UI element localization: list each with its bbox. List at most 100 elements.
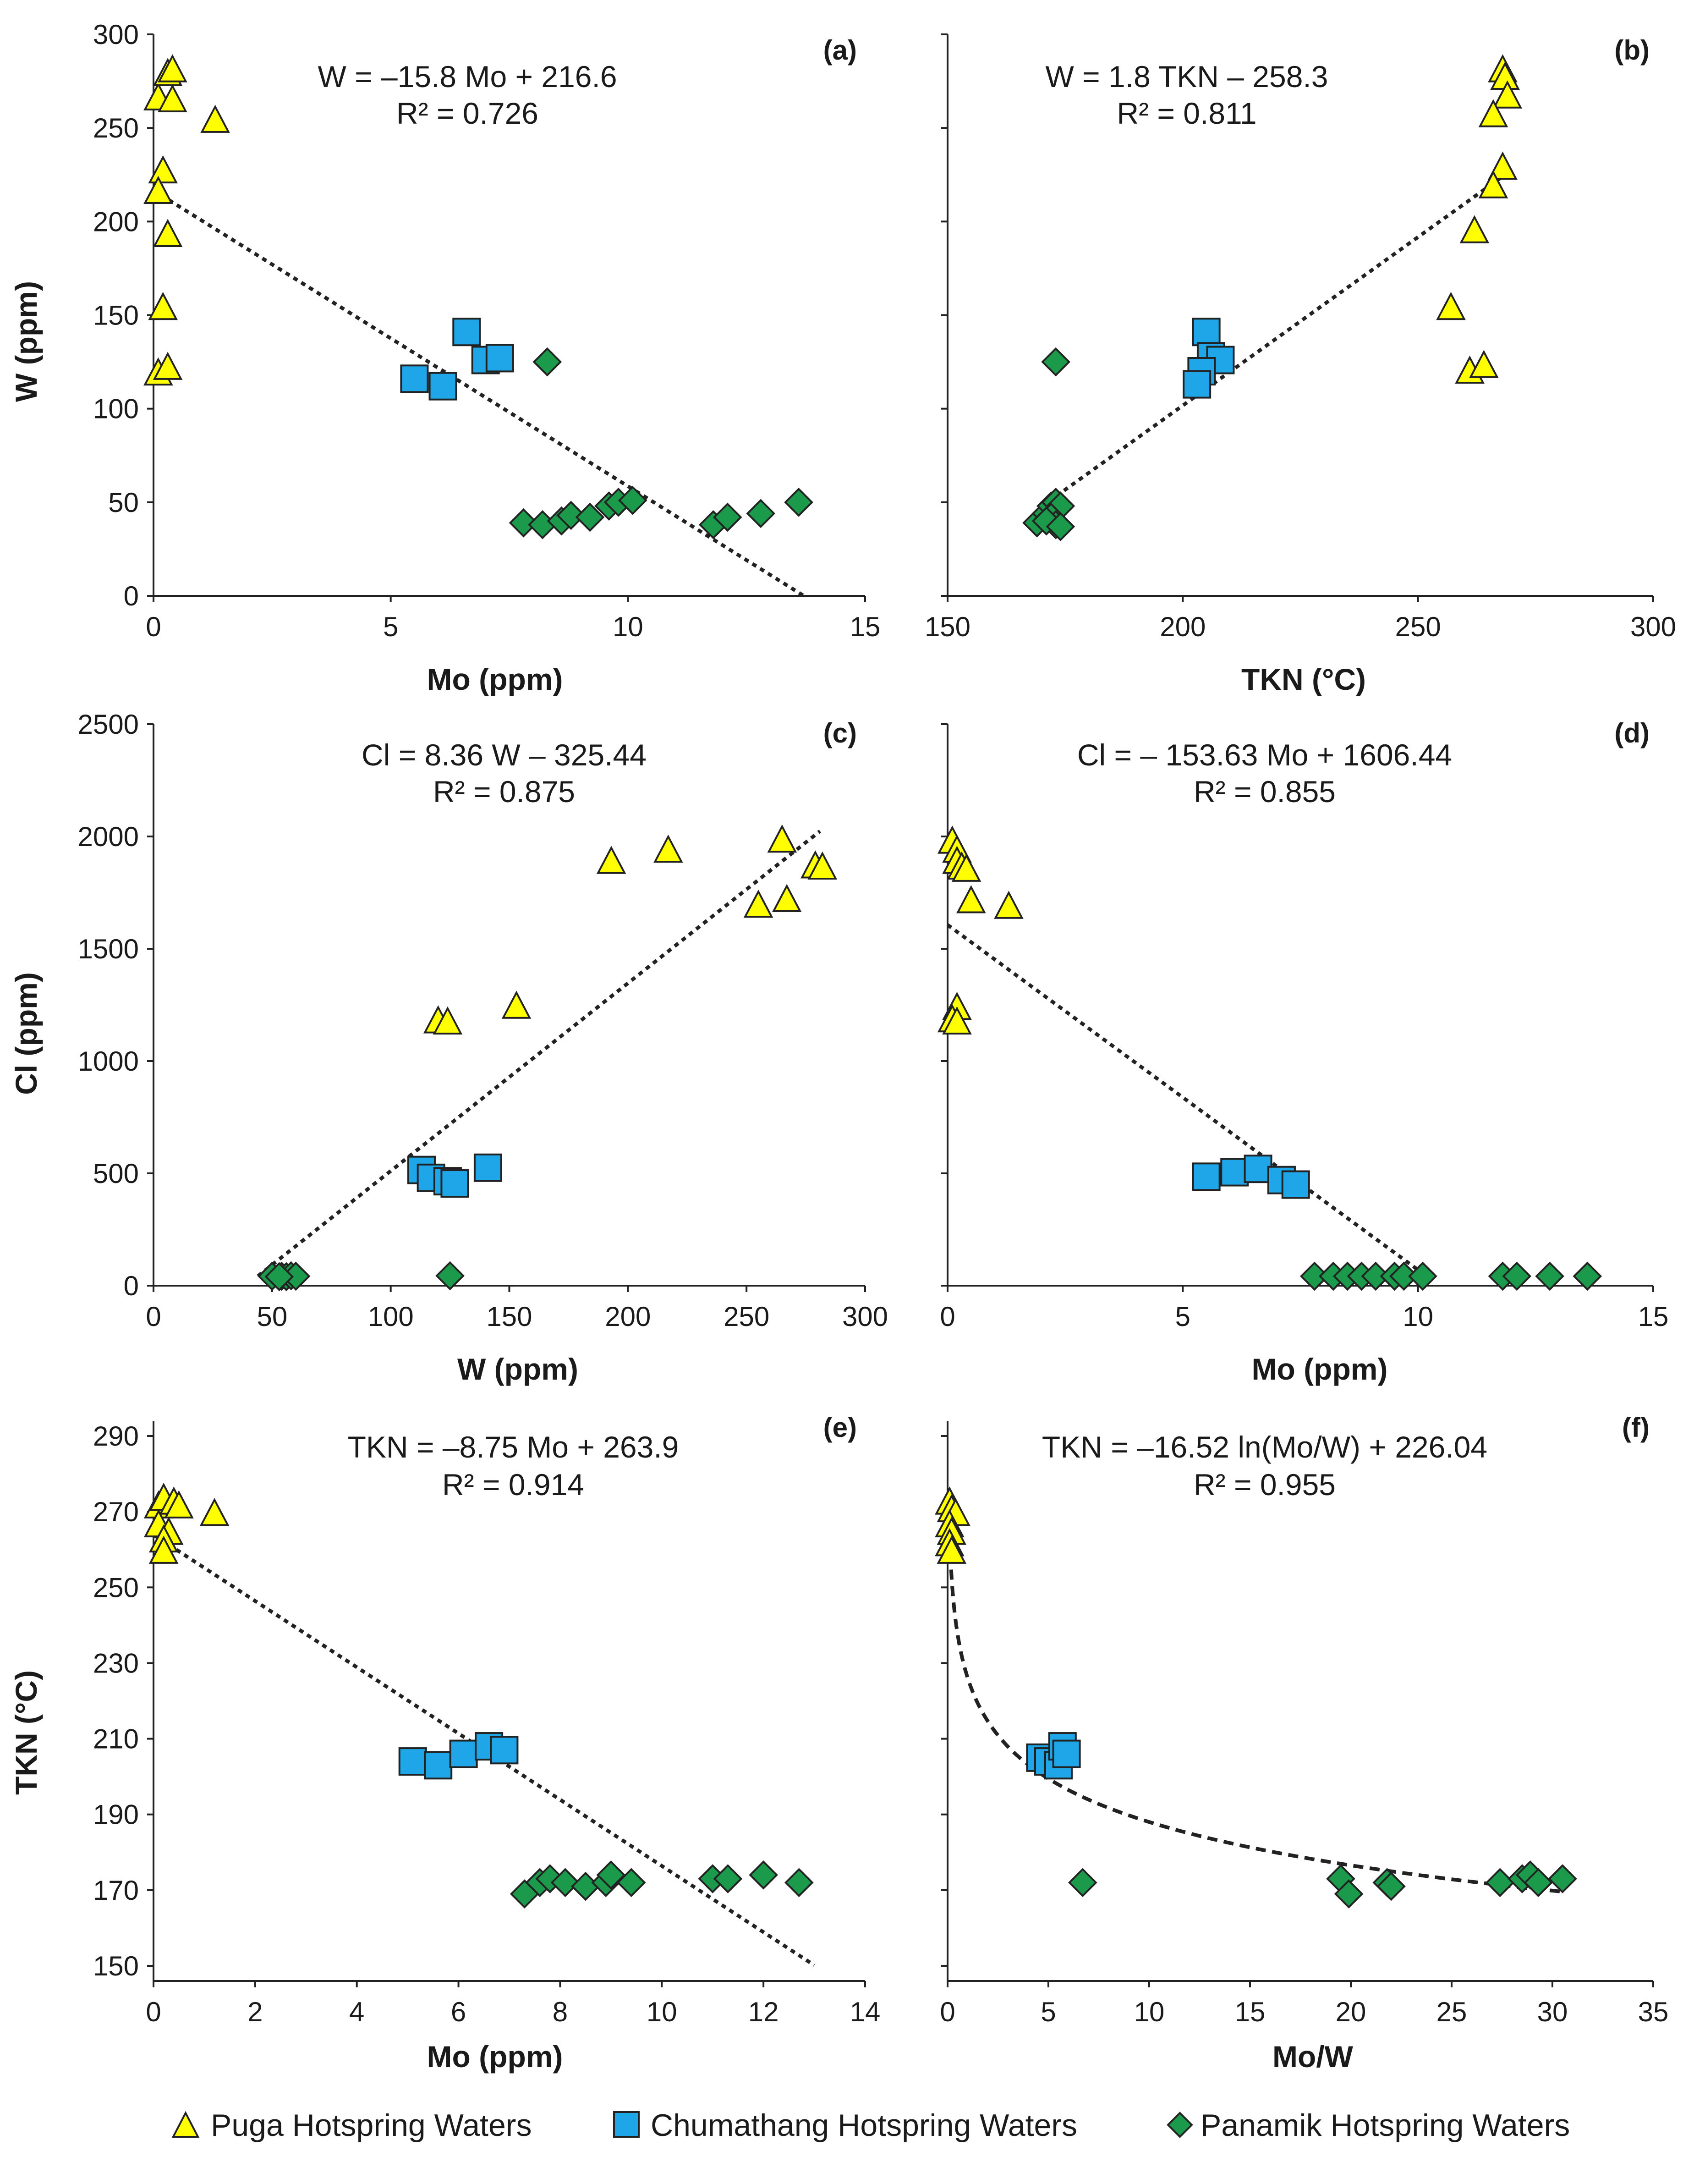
r2-f: R² = 0.955 <box>1194 1468 1336 1502</box>
panel-d: Cl = – 153.63 Mo + 1606.44 R² = 0.855 (d… <box>937 718 1669 1386</box>
diamond-point-f <box>1068 1868 1097 1898</box>
trendline-a <box>152 189 805 596</box>
x-tick-label-f: 35 <box>1638 1997 1669 2027</box>
square-point-d <box>1281 1170 1310 1199</box>
triangle-point-a <box>148 292 178 320</box>
x-axis-title-e: Mo (ppm) <box>427 2040 563 2074</box>
x-tick-label-c: 250 <box>724 1301 769 1332</box>
triangle-point-e <box>164 1490 194 1518</box>
x-axis-title-f: Mo/W <box>1272 2040 1354 2074</box>
y-tick-label-a: 250 <box>93 113 139 143</box>
y-tick-label-e: 150 <box>93 1951 139 1981</box>
square-point-d <box>1220 1158 1249 1187</box>
diamond-point-e <box>616 1868 646 1898</box>
panel-label-f: (f) <box>1622 1412 1650 1443</box>
equation-b: W = 1.8 TKN – 258.3 <box>1046 60 1328 94</box>
triangle-point-b <box>1459 215 1490 243</box>
square-point-a <box>452 318 481 347</box>
y-tick-label-e: 230 <box>93 1648 139 1678</box>
square-point-d <box>1192 1162 1221 1191</box>
diamond-point-f <box>1548 1864 1577 1893</box>
diamond-point-a <box>532 347 562 377</box>
diamond-point-c <box>264 1262 294 1292</box>
triangle-point-c <box>653 834 683 863</box>
x-tick-label-b: 300 <box>1630 611 1676 642</box>
y-tick-label-a: 0 <box>124 581 139 611</box>
panel-a: W = –15.8 Mo + 216.6 R² = 0.726 (a) Mo (… <box>9 19 880 696</box>
square-point-f <box>1052 1739 1081 1768</box>
triangle-point-a <box>158 84 187 112</box>
panel-label-c: (c) <box>823 718 857 748</box>
diamond-point-e <box>550 1868 580 1898</box>
y-tick-label-a: 50 <box>108 487 139 518</box>
triangle-point-a <box>153 219 183 247</box>
x-tick-label-d: 15 <box>1638 1301 1669 1332</box>
x-tick-label-e: 12 <box>748 1997 779 2027</box>
diamond-point-f <box>1524 1868 1553 1898</box>
y-tick-label-c: 0 <box>124 1271 139 1301</box>
diamond-point-e <box>784 1868 814 1898</box>
x-tick-label-c: 0 <box>146 1301 161 1332</box>
y-tick-label-a: 200 <box>93 206 139 237</box>
square-point-e <box>449 1739 478 1768</box>
legend-label-chumathang: Chumathang Hotspring Waters <box>651 2108 1077 2143</box>
triangle-point-c <box>501 990 532 1019</box>
x-tick-label-f: 10 <box>1134 1997 1165 2027</box>
diamond-point-f <box>1334 1879 1364 1909</box>
triangle-point-c <box>596 846 626 874</box>
triangle-point-c <box>772 884 802 913</box>
legend-panamik-diamond-icon <box>1167 2112 1193 2138</box>
equation-f: TKN = –16.52 ln(Mo/W) + 226.04 <box>1042 1430 1487 1464</box>
square-point-c <box>440 1169 469 1198</box>
x-tick-label-e: 2 <box>247 1997 263 2027</box>
diamond-point-a <box>713 502 742 532</box>
square-point-a <box>400 364 429 393</box>
triangle-point-c <box>743 889 773 918</box>
triangle-point-b <box>1469 350 1499 378</box>
diamond-point-f <box>1376 1871 1406 1901</box>
triangle-point-c <box>767 824 797 853</box>
x-axis-title-d: Mo (ppm) <box>1252 1352 1388 1386</box>
r2-e: R² = 0.914 <box>442 1468 584 1502</box>
panel-c: Cl = 8.36 W – 325.44 R² = 0.875 (c) W (p… <box>9 709 888 1386</box>
diamond-point-a <box>556 501 586 530</box>
equation-c: Cl = 8.36 W – 325.44 <box>362 738 647 772</box>
y-tick-label-e: 210 <box>93 1724 139 1755</box>
equation-e: TKN = –8.75 Mo + 263.9 <box>348 1430 679 1464</box>
x-tick-label-e: 4 <box>349 1997 364 2027</box>
y-tick-label-c: 500 <box>93 1158 139 1189</box>
r2-d: R² = 0.855 <box>1194 775 1336 809</box>
square-point-c <box>473 1153 502 1182</box>
triangle-point-c <box>433 1006 463 1035</box>
square-point-b <box>1192 318 1221 347</box>
x-tick-label-a: 5 <box>383 611 398 642</box>
x-tick-label-d: 0 <box>940 1301 955 1332</box>
diamond-point-d <box>1573 1261 1602 1291</box>
diamond-point-c <box>435 1261 465 1291</box>
y-tick-label-a: 150 <box>93 300 139 331</box>
triangle-point-e <box>148 1535 179 1564</box>
y-tick-label-c: 2500 <box>78 709 139 740</box>
diamond-point-d <box>1502 1261 1532 1291</box>
diamond-point-b <box>1041 347 1070 377</box>
panel-f: TKN = –16.52 ln(Mo/W) + 226.04 R² = 0.95… <box>935 1412 1669 2074</box>
triangle-point-b <box>1478 99 1508 127</box>
diamond-point-e <box>749 1860 778 1890</box>
panel-b: W = 1.8 TKN – 258.3 R² = 0.811 (b) TKN (… <box>925 33 1676 696</box>
panel-label-e: (e) <box>823 1412 857 1443</box>
diamond-point-b <box>1046 512 1075 541</box>
panel-label-b: (b) <box>1614 35 1650 66</box>
legend-label-puga: Puga Hotspring Waters <box>211 2108 532 2143</box>
triangle-point-b <box>1436 292 1466 320</box>
triangle-point-d <box>956 885 986 913</box>
x-tick-label-f: 25 <box>1436 1997 1467 2027</box>
y-tick-label-e: 250 <box>93 1572 139 1603</box>
x-tick-label-b: 200 <box>1160 611 1206 642</box>
legend-puga-triangle-icon <box>171 2111 200 2138</box>
equation-d: Cl = – 153.63 Mo + 1606.44 <box>1077 738 1452 772</box>
diamond-point-e <box>713 1864 743 1893</box>
x-tick-label-f: 20 <box>1336 1997 1366 2027</box>
triangle-point-a <box>143 176 173 204</box>
x-tick-label-a: 0 <box>146 611 161 642</box>
